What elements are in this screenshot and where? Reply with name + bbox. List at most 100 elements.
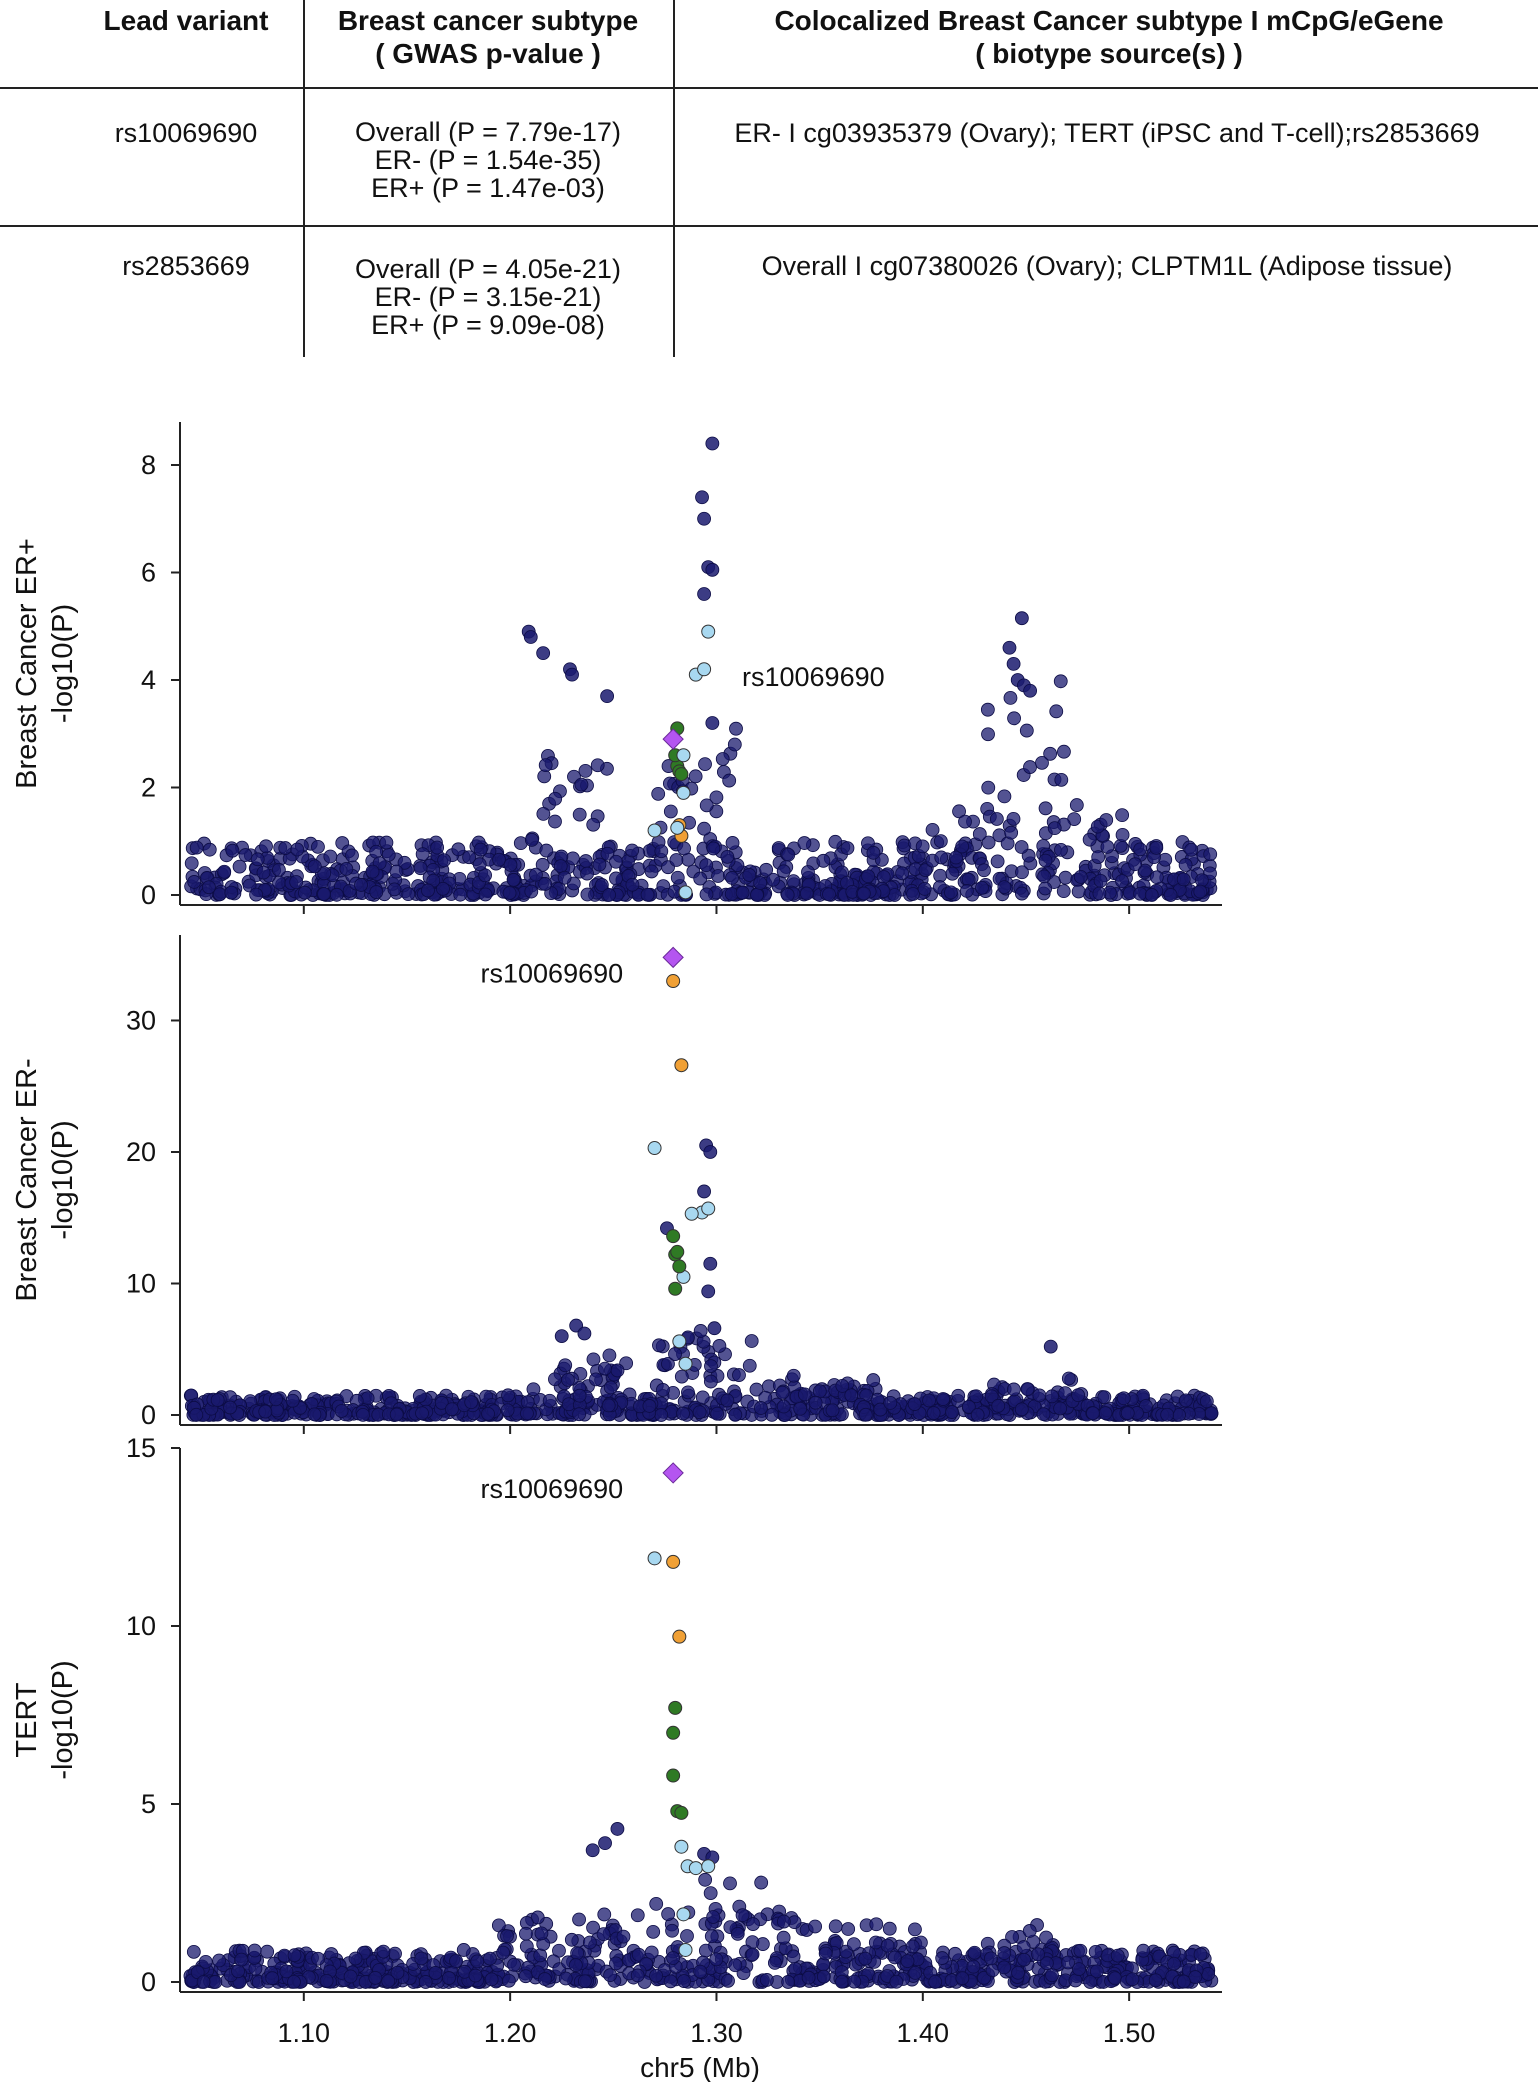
snp-point xyxy=(536,806,551,821)
y-axis-label: TERT xyxy=(11,1682,43,1757)
snp-point xyxy=(680,1929,694,1943)
snp-point xyxy=(534,1926,549,1941)
snp-point xyxy=(816,853,831,868)
snp-point xyxy=(1099,813,1114,827)
snp-point xyxy=(1150,870,1164,885)
snp-point xyxy=(365,864,380,879)
snp-point xyxy=(997,880,1012,894)
snp-point xyxy=(376,1944,391,1959)
snp-point xyxy=(984,1389,999,1404)
snp-point xyxy=(468,1968,483,1983)
snp-point xyxy=(649,1897,664,1911)
snp-point xyxy=(676,1406,690,1421)
snp-point xyxy=(984,1951,998,1966)
snp-point xyxy=(1039,1956,1054,1971)
snp-point xyxy=(677,841,691,856)
snp-point xyxy=(428,1966,443,1980)
ld-snp-point xyxy=(666,1229,681,1244)
snp-point xyxy=(603,1968,618,1983)
snp-point xyxy=(1100,839,1115,854)
snp-point xyxy=(776,1914,791,1929)
ld-snp-point xyxy=(684,1206,699,1221)
snp-point xyxy=(703,1374,718,1389)
snp-point xyxy=(906,887,920,901)
snp-point xyxy=(952,804,966,819)
snp-point xyxy=(506,872,521,887)
snp-point xyxy=(558,1358,573,1373)
snp-point xyxy=(720,849,735,864)
snp-point xyxy=(369,885,384,899)
x-tick-label: 1.30 xyxy=(690,2018,743,2048)
snp-point xyxy=(1007,711,1021,726)
snp-point xyxy=(1098,1406,1113,1421)
snp-point xyxy=(861,869,875,884)
snp-point xyxy=(1176,872,1191,887)
snp-point xyxy=(196,1975,211,1989)
snp-point xyxy=(1115,808,1130,823)
pvalue-cell: ER+ (P = 9.09e-08) xyxy=(371,310,605,340)
snp-point xyxy=(554,1329,569,1343)
snp-point xyxy=(598,1836,612,1851)
snp-point xyxy=(1031,1947,1045,1962)
snp-point xyxy=(1110,1948,1125,1963)
snp-point xyxy=(1176,1974,1191,1989)
snp-point xyxy=(935,1951,950,1965)
snp-point xyxy=(258,1404,273,1419)
snp-point xyxy=(967,1945,982,1960)
snp-point xyxy=(786,1949,801,1964)
snp-point xyxy=(697,511,711,526)
snp-point xyxy=(271,862,286,877)
snp-point xyxy=(846,1937,861,1952)
snp-point xyxy=(1193,884,1208,899)
snp-point xyxy=(776,864,791,879)
snp-point xyxy=(928,1974,943,1989)
ld-snp-point xyxy=(647,823,662,838)
snp-point xyxy=(900,1954,915,1968)
snp-point xyxy=(278,841,293,855)
snp-point xyxy=(496,1945,511,1960)
snp-point xyxy=(699,798,714,813)
x-tick-label: 1.10 xyxy=(278,2018,331,2048)
snp-point xyxy=(1014,840,1029,854)
snp-point xyxy=(1056,884,1071,899)
snp-point xyxy=(212,887,227,902)
snp-point xyxy=(754,1875,769,1890)
ld-snp-point xyxy=(674,1839,689,1854)
snp-point xyxy=(523,630,538,644)
snp-point xyxy=(574,777,589,792)
snp-point xyxy=(723,1876,737,1891)
snp-point xyxy=(991,1398,1006,1413)
snp-point xyxy=(704,1359,718,1374)
snp-point xyxy=(548,814,562,829)
ld-snp-point xyxy=(668,1700,683,1715)
y-tick-label: 5 xyxy=(141,1789,156,1819)
ld-snp-point xyxy=(647,1141,662,1156)
snp-point xyxy=(1038,881,1053,896)
snp-point xyxy=(966,1959,981,1974)
snp-point xyxy=(701,1284,716,1299)
snp-point xyxy=(1020,1382,1035,1396)
ld-snp-point xyxy=(688,1861,703,1876)
snp-point xyxy=(703,1145,718,1159)
snp-point xyxy=(882,1921,897,1936)
snp-point xyxy=(1125,1972,1140,1987)
snp-point xyxy=(1086,1406,1100,1421)
snp-point xyxy=(224,885,239,900)
snp-point xyxy=(695,1390,710,1405)
y-tick-label: 20 xyxy=(126,1137,156,1167)
snp-point xyxy=(835,1974,849,1989)
snp-point xyxy=(644,864,659,879)
table-rule xyxy=(0,87,1538,89)
snp-point xyxy=(500,1403,515,1418)
snp-point xyxy=(1120,1406,1135,1420)
snp-point xyxy=(538,758,553,773)
y-tick-label: 0 xyxy=(141,1400,156,1430)
snp-point xyxy=(1054,772,1069,787)
header-lead-variant: Lead variant xyxy=(103,5,269,36)
snp-point xyxy=(414,1951,429,1966)
snp-point xyxy=(908,1965,923,1980)
snp-point xyxy=(189,1407,204,1422)
snp-point xyxy=(1037,869,1052,884)
snp-point xyxy=(980,702,995,717)
snp-point xyxy=(1071,1388,1086,1403)
